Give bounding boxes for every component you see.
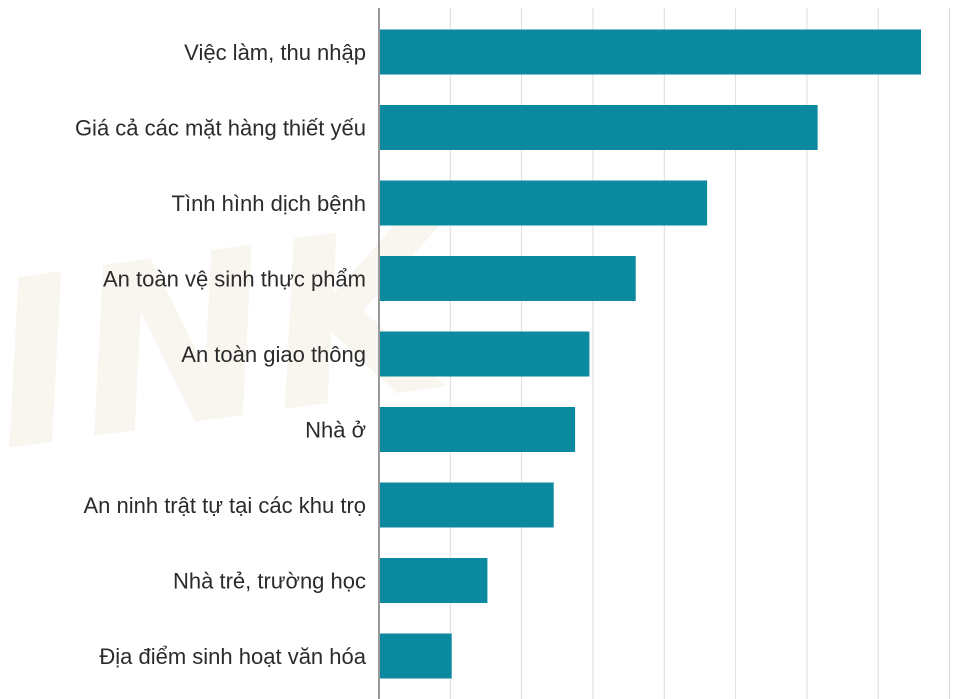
category-label: An ninh trật tự tại các khu trọ xyxy=(83,493,366,518)
bar xyxy=(379,633,452,679)
category-label: An toàn vệ sinh thực phẩm xyxy=(103,267,366,292)
category-label: Tình hình dịch bệnh xyxy=(172,191,366,216)
bar xyxy=(379,29,921,75)
category-label: Giá cả các mặt hàng thiết yếu xyxy=(75,116,366,141)
bars xyxy=(379,29,921,679)
bar xyxy=(379,180,708,226)
bar xyxy=(379,558,488,603)
category-label: Nhà trẻ, trường học xyxy=(173,569,366,594)
category-label: Việc làm, thu nhập xyxy=(184,40,366,65)
category-label: Địa điểm sinh hoạt văn hóa xyxy=(99,644,366,669)
bar xyxy=(379,105,818,150)
bar xyxy=(379,482,554,528)
category-label: An toàn giao thông xyxy=(181,342,366,367)
bar xyxy=(379,331,590,377)
bar xyxy=(379,256,636,301)
category-labels: Việc làm, thu nhập Giá cả các mặt hàng th… xyxy=(75,40,367,669)
bar xyxy=(379,407,576,452)
category-label: Nhà ở xyxy=(305,418,366,443)
